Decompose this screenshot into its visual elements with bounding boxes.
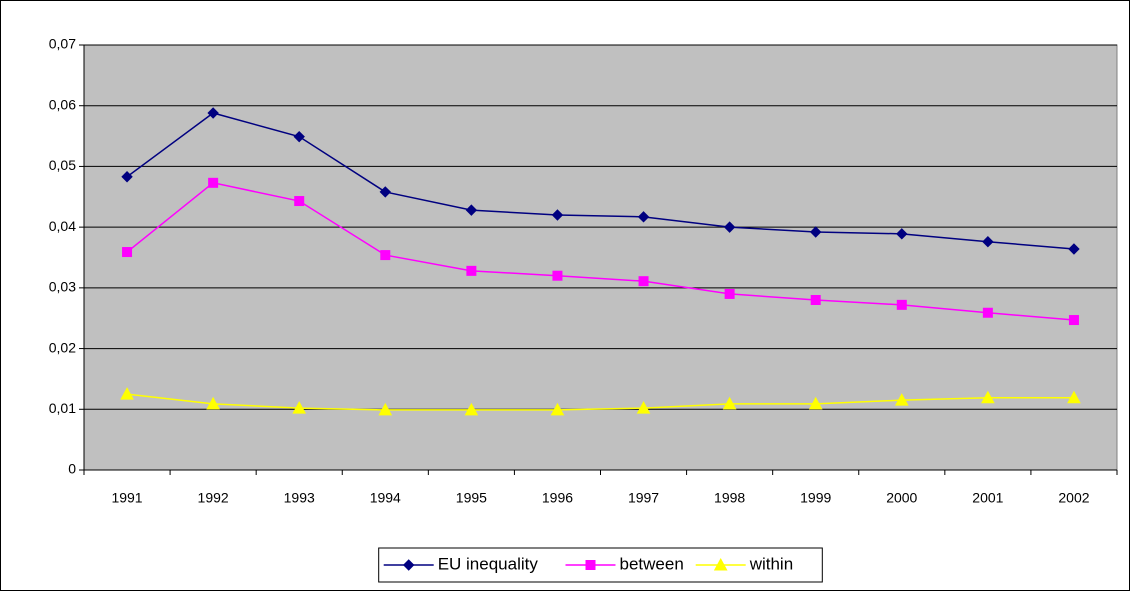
marker <box>723 221 736 233</box>
legend: EU inequality between within <box>378 547 823 583</box>
marker <box>378 402 393 416</box>
marker <box>1068 243 1080 255</box>
x-tick-label: 2000 <box>886 490 917 506</box>
y-tick-label: 0,01 <box>49 400 76 416</box>
marker <box>982 307 993 318</box>
y-tick-label: 0,07 <box>49 36 76 52</box>
marker <box>896 299 907 310</box>
x-tick-label: 1996 <box>542 490 573 506</box>
marker <box>121 171 133 183</box>
x-tick-label: 1991 <box>111 490 142 506</box>
marker <box>380 250 391 261</box>
marker <box>550 402 565 416</box>
marker <box>894 393 909 406</box>
marker <box>207 107 219 119</box>
marker <box>120 387 134 400</box>
marker <box>206 396 220 410</box>
y-tick-label: 0 <box>68 461 76 477</box>
y-tick-label: 0,04 <box>49 218 76 234</box>
x-tick-label: 1994 <box>370 490 401 506</box>
plot-area <box>83 44 1118 471</box>
marker <box>464 402 479 416</box>
marker <box>292 401 307 414</box>
y-tick-label: 0,02 <box>49 339 76 355</box>
marker <box>724 288 735 299</box>
marker <box>585 560 596 570</box>
x-tick-label: 2001 <box>972 490 1003 506</box>
marker <box>896 228 908 240</box>
x-tick-label: 1992 <box>198 490 229 506</box>
marker <box>808 396 823 410</box>
marker <box>466 265 477 276</box>
marker <box>636 401 651 414</box>
marker <box>293 130 305 143</box>
marker <box>637 211 650 223</box>
x-tick-label: 1997 <box>628 490 659 506</box>
marker <box>208 177 219 188</box>
marker <box>1068 315 1079 326</box>
legend-label: between <box>620 554 684 573</box>
x-tick-label: 1998 <box>714 490 745 506</box>
series-line <box>126 393 1074 411</box>
series-line <box>126 182 1075 321</box>
marker <box>810 295 821 305</box>
y-tick-label: 0,03 <box>49 279 76 295</box>
legend-label: within <box>749 554 793 573</box>
marker <box>402 559 415 571</box>
marker <box>552 270 563 281</box>
marker <box>638 276 649 287</box>
x-tick-label: 2002 <box>1058 490 1089 506</box>
marker <box>294 196 305 207</box>
legend-label: EU inequality <box>438 554 539 573</box>
series-line <box>126 112 1075 250</box>
x-tick-label: 1993 <box>284 490 315 506</box>
x-tick-label: 1995 <box>456 490 487 506</box>
x-tick-label: 1999 <box>800 490 831 506</box>
marker <box>122 247 133 258</box>
marker <box>465 204 478 216</box>
marker <box>551 209 564 221</box>
y-tick-label: 0,06 <box>49 96 76 112</box>
y-tick-label: 0,05 <box>49 157 76 173</box>
marker <box>1067 390 1081 404</box>
marker <box>722 396 737 410</box>
marker <box>981 390 995 404</box>
marker <box>982 236 994 248</box>
marker <box>379 186 391 198</box>
marker <box>810 226 822 238</box>
marker <box>713 557 728 571</box>
